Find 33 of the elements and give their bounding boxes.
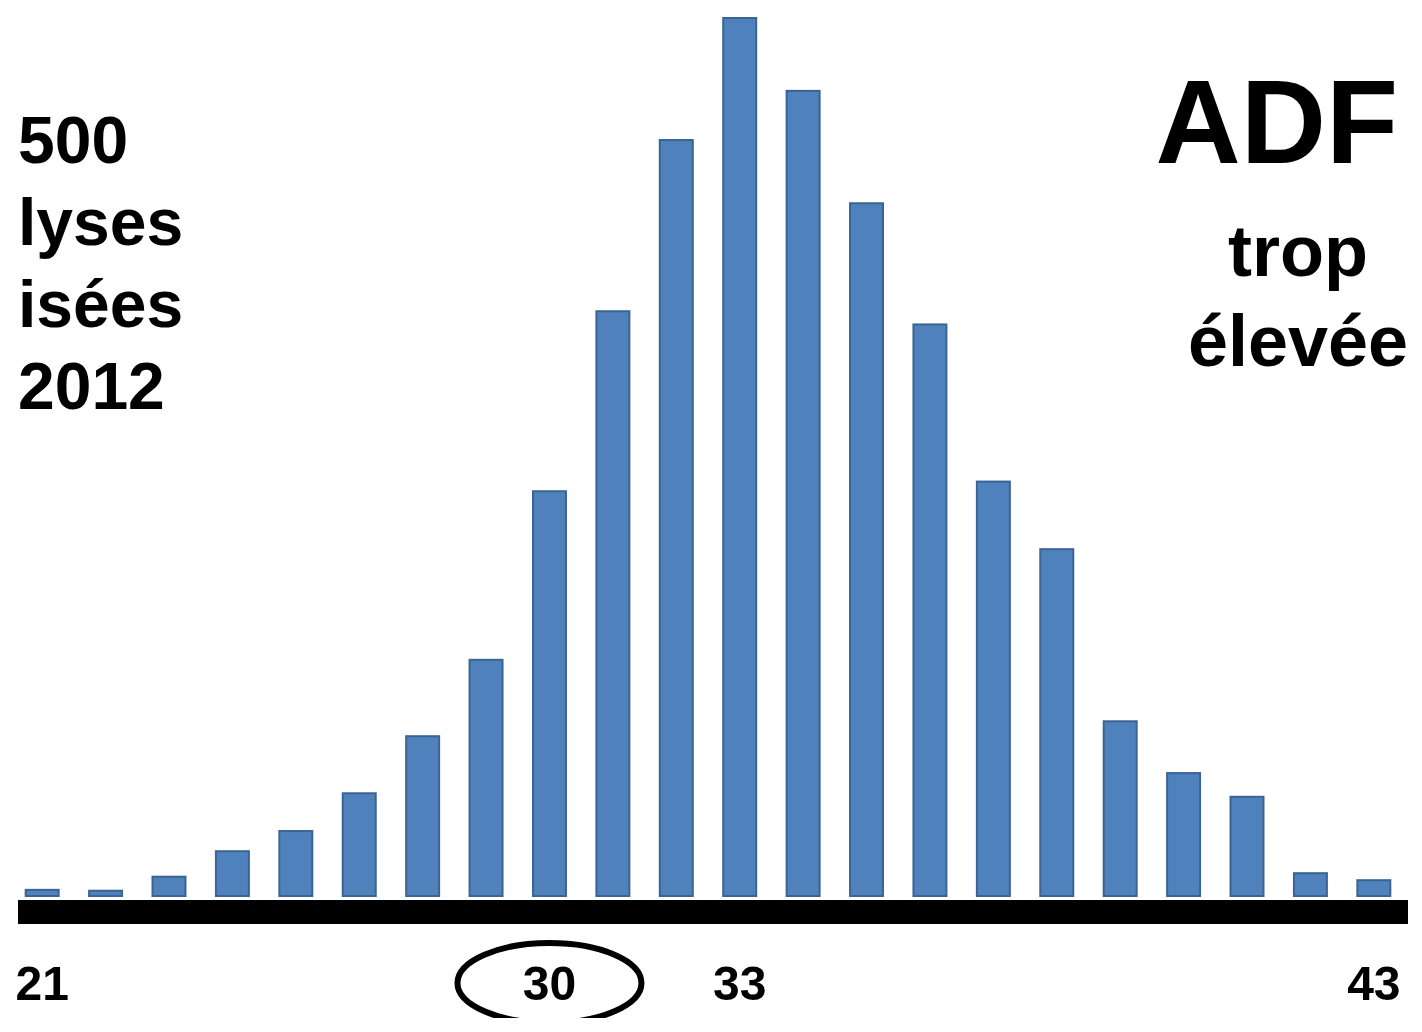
bar <box>405 735 441 897</box>
bar <box>912 323 948 897</box>
bar <box>531 490 567 897</box>
bar <box>849 202 885 897</box>
bar <box>1102 720 1138 897</box>
bar <box>658 139 694 897</box>
bar <box>1229 795 1265 897</box>
annotation: 2012 <box>18 349 165 423</box>
chart-title: ADF <box>1155 56 1398 188</box>
annotation: lyses <box>18 185 184 259</box>
bar <box>151 875 187 897</box>
bar <box>1039 548 1075 897</box>
bar <box>468 658 504 897</box>
bar <box>24 888 60 897</box>
annotation: élevée <box>1187 301 1409 381</box>
bar <box>595 310 631 897</box>
x-tick-label: 21 <box>15 957 69 1010</box>
bar <box>1166 772 1202 897</box>
bar <box>1356 879 1392 897</box>
annotation: 500 <box>18 103 129 177</box>
x-tick-label: 33 <box>713 957 767 1010</box>
bar <box>341 792 377 897</box>
bar <box>975 480 1011 897</box>
annotation: isées <box>18 267 184 341</box>
annotation: trop <box>1228 211 1368 291</box>
x-tick-label: 30 <box>522 957 577 1010</box>
bar <box>722 17 758 897</box>
x-tick-label: 43 <box>1347 957 1401 1010</box>
bar <box>88 889 124 897</box>
bar <box>785 89 821 897</box>
bar <box>1292 872 1328 897</box>
bar <box>278 830 314 897</box>
bar <box>214 850 250 897</box>
